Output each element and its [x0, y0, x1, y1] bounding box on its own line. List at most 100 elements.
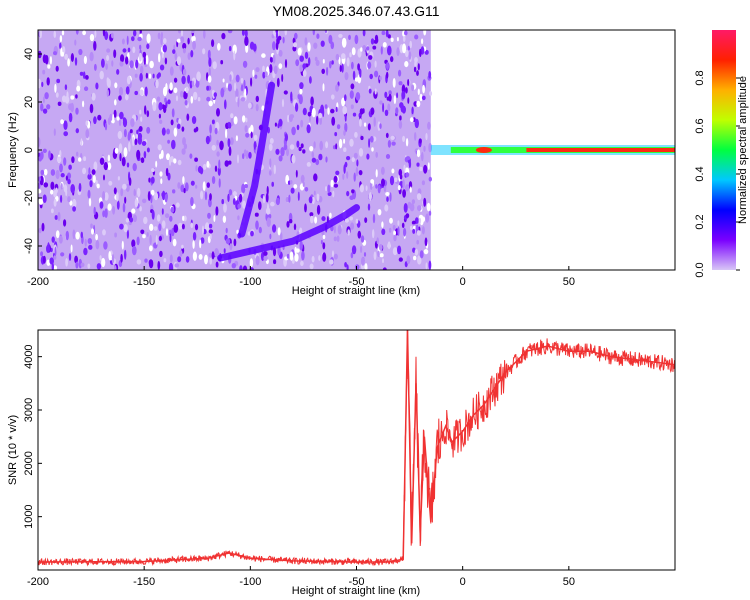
noise-speckle	[125, 93, 129, 101]
noise-speckle	[368, 138, 371, 148]
noise-speckle	[265, 192, 269, 203]
noise-speckle	[107, 203, 112, 211]
noise-speckle	[228, 160, 232, 165]
noise-speckle	[38, 137, 41, 147]
noise-speckle	[132, 245, 137, 256]
noise-speckle	[392, 78, 396, 88]
noise-speckle	[416, 149, 421, 158]
noise-speckle	[172, 238, 177, 247]
noise-speckle	[80, 138, 83, 146]
noise-speckle	[64, 95, 70, 104]
noise-speckle	[299, 55, 305, 62]
noise-speckle	[60, 194, 63, 203]
noise-speckle	[272, 41, 276, 51]
noise-speckle	[322, 83, 325, 92]
noise-speckle	[249, 41, 255, 50]
noise-speckle	[349, 138, 354, 147]
noise-speckle	[47, 64, 51, 69]
noise-speckle	[416, 162, 420, 167]
noise-speckle	[176, 38, 182, 43]
noise-speckle	[99, 157, 105, 165]
noise-speckle	[255, 220, 259, 230]
noise-speckle	[102, 30, 106, 37]
carrier-core-blob	[475, 147, 492, 153]
noise-speckle	[245, 44, 249, 53]
noise-speckle	[342, 173, 345, 180]
noise-speckle	[177, 182, 181, 189]
noise-speckle	[54, 83, 57, 93]
noise-speckle	[263, 251, 268, 256]
noise-speckle	[269, 233, 272, 240]
noise-speckle	[384, 109, 389, 117]
noise-speckle	[359, 118, 362, 127]
noise-speckle	[108, 180, 113, 186]
noise-speckle	[423, 145, 426, 152]
noise-speckle	[401, 90, 406, 100]
noise-speckle	[389, 175, 395, 186]
noise-speckle	[370, 38, 375, 45]
noise-speckle	[46, 77, 50, 86]
noise-speckle	[209, 124, 212, 134]
noise-speckle	[213, 215, 216, 222]
noise-speckle	[258, 201, 262, 211]
noise-speckle	[237, 203, 242, 209]
noise-speckle	[130, 118, 135, 128]
noise-speckle	[146, 232, 149, 237]
noise-speckle	[417, 63, 420, 71]
noise-speckle	[197, 97, 201, 102]
noise-speckle	[79, 71, 84, 76]
noise-speckle	[148, 73, 152, 79]
noise-speckle	[149, 223, 154, 231]
noise-speckle	[289, 219, 293, 224]
noise-speckle	[116, 69, 120, 75]
noise-speckle	[152, 101, 157, 112]
noise-speckle	[370, 107, 375, 115]
noise-speckle	[163, 258, 167, 263]
noise-speckle	[198, 254, 203, 260]
noise-speckle	[405, 87, 408, 94]
noise-speckle	[119, 223, 124, 230]
noise-speckle	[398, 257, 403, 262]
noise-speckle	[367, 123, 371, 131]
noise-speckle	[124, 249, 127, 260]
noise-speckle	[405, 156, 411, 161]
noise-speckle	[374, 60, 377, 68]
noise-speckle	[400, 103, 405, 113]
noise-speckle	[351, 245, 357, 255]
noise-speckle	[190, 50, 194, 58]
noise-speckle	[208, 223, 213, 229]
noise-speckle	[269, 158, 272, 168]
noise-speckle	[344, 161, 348, 168]
noise-speckle	[120, 253, 123, 263]
noise-speckle	[331, 94, 335, 100]
noise-speckle	[242, 200, 246, 209]
noise-speckle	[239, 265, 243, 270]
noise-speckle	[170, 206, 175, 213]
x-tick-label: -100	[239, 276, 261, 288]
noise-speckle	[82, 100, 85, 108]
noise-speckle	[295, 59, 300, 67]
noise-speckle	[214, 127, 218, 135]
noise-speckle	[76, 151, 79, 157]
noise-speckle	[332, 250, 334, 257]
noise-speckle	[80, 262, 85, 268]
noise-speckle	[206, 96, 211, 102]
noise-speckle	[216, 151, 220, 157]
noise-speckle	[299, 64, 304, 72]
noise-speckle	[425, 213, 430, 223]
noise-speckle	[302, 107, 307, 116]
noise-speckle	[402, 35, 406, 43]
noise-speckle	[76, 85, 81, 92]
noise-speckle	[369, 136, 374, 143]
noise-speckle	[371, 147, 374, 152]
noise-speckle	[423, 249, 429, 255]
noise-speckle	[372, 213, 376, 224]
noise-speckle	[393, 95, 397, 105]
noise-speckle	[347, 229, 351, 236]
noise-speckle	[427, 162, 430, 171]
noise-speckle	[254, 212, 259, 217]
noise-speckle	[136, 236, 140, 246]
noise-speckle	[75, 107, 79, 115]
noise-speckle	[369, 73, 374, 80]
noise-speckle	[365, 185, 368, 191]
